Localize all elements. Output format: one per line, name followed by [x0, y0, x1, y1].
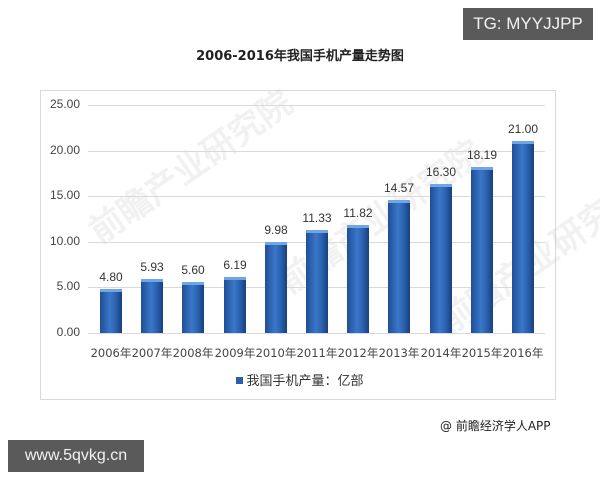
- y-axis-tick-label: 5.00: [56, 279, 80, 293]
- y-axis-tick-label: 20.00: [49, 143, 80, 157]
- gridline: [88, 333, 545, 334]
- url-watermark-badge: www.5qvkg.cn: [8, 440, 144, 472]
- bar-value-label: 9.98: [264, 223, 288, 237]
- bar: [388, 200, 410, 333]
- x-axis-tick-label: 2013年: [378, 346, 420, 360]
- legend-swatch-icon: [236, 377, 244, 384]
- x-axis-tick-label: 2009年: [214, 346, 256, 360]
- bar: [430, 184, 452, 333]
- bar-value-label: 6.19: [223, 258, 247, 272]
- bar-value-label: 18.19: [466, 148, 498, 162]
- bar: [471, 167, 493, 333]
- tg-watermark-badge: TG: MYYJJPP: [463, 8, 593, 40]
- x-axis-tick-label: 2012年: [337, 346, 379, 360]
- y-axis-tick-label: 10.00: [49, 234, 80, 248]
- x-axis-tick-label: 2007年: [131, 346, 173, 360]
- bar: [347, 225, 369, 333]
- gridline: [88, 105, 545, 106]
- y-axis-tick-label: 0.00: [56, 325, 80, 339]
- bar-value-label: 21.00: [507, 122, 539, 136]
- bar: [182, 282, 204, 333]
- x-axis-tick-label: 2006年: [90, 346, 132, 360]
- bar-value-label: 11.82: [343, 206, 373, 220]
- source-credit: @ 前瞻经济学人APP: [440, 419, 551, 433]
- x-axis-tick-label: 2008年: [172, 346, 214, 360]
- legend-label: 我国手机产量：亿部: [246, 374, 364, 389]
- bar-value-label: 16.30: [425, 165, 457, 179]
- bar-value-label: 11.33: [302, 211, 332, 225]
- y-axis-tick-label: 15.00: [49, 188, 80, 202]
- bar: [265, 242, 287, 333]
- chart-title: 2006-2016年我国手机产量走势图: [196, 49, 404, 64]
- gridline: [88, 151, 545, 152]
- bar: [141, 279, 163, 333]
- x-axis-tick-label: 2010年: [255, 346, 297, 360]
- x-axis-tick-label: 2011年: [296, 346, 338, 360]
- x-axis-tick-label: 2015年: [461, 346, 503, 360]
- bar-value-label: 4.80: [99, 270, 123, 284]
- bar: [306, 230, 328, 333]
- bar-value-label: 14.57: [383, 181, 415, 195]
- legend: 我国手机产量：亿部: [0, 370, 600, 389]
- bar: [512, 141, 534, 333]
- x-axis-tick-label: 2014年: [420, 346, 462, 360]
- gridline: [88, 196, 545, 197]
- chart-frame: [40, 90, 556, 400]
- x-axis-tick-label: 2016年: [502, 346, 544, 360]
- bar-value-label: 5.93: [140, 260, 164, 274]
- bar: [100, 289, 122, 333]
- bar-value-label: 5.60: [181, 263, 205, 277]
- bar: [224, 277, 246, 333]
- y-axis-tick-label: 25.00: [49, 97, 80, 111]
